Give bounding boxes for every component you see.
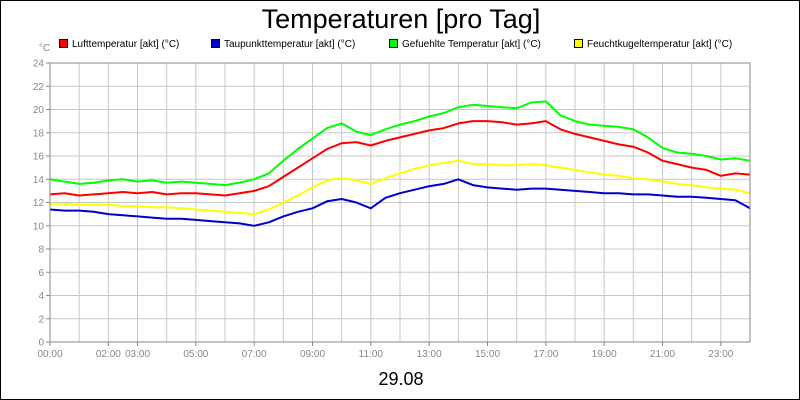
y-tick-label: 24 <box>33 59 45 70</box>
series-line-1 <box>49 178 751 227</box>
y-tick-label: 8 <box>38 245 44 256</box>
x-tick-label: 19:00 <box>592 349 617 360</box>
legend-entry-lufttemperatur: Lufttemperatur [akt] (°C) <box>59 38 180 51</box>
x-tick-label: 15:00 <box>475 349 500 360</box>
y-tick-label: 10 <box>33 221 45 232</box>
y-tick-label: 16 <box>33 152 45 163</box>
legend-entry-feuchtkugeltemperatur: Feuchtkugeltemperatur [akt] (°C) <box>574 38 733 51</box>
series-line-3 <box>50 159 751 216</box>
chart-title: Temperaturen [pro Tag] <box>261 4 541 34</box>
y-tick-label: 6 <box>38 268 44 279</box>
x-tick-label: 13:00 <box>417 349 442 360</box>
x-tick-label: 05:00 <box>183 349 208 360</box>
series-line-2 <box>49 100 751 187</box>
y-axis-unit: °C <box>39 43 51 54</box>
x-tick-label: 23:00 <box>708 349 733 360</box>
legend-label-feuchtkugeltemperatur: Feuchtkugeltemperatur [akt] (°C) <box>587 39 733 50</box>
legend-label-gefuehlte-temperatur: Gefuehlte Temperatur [akt] (°C) <box>402 39 541 50</box>
legend-entry-taupunkttemperatur: Taupunkttemperatur [akt] (°C) <box>211 38 356 51</box>
x-tick-label: 11:00 <box>359 349 384 360</box>
x-tick-label: 03:00 <box>125 349 150 360</box>
x-tick-label: 07:00 <box>242 349 267 360</box>
y-tick-label: 12 <box>33 198 45 209</box>
x-tick-label: 21:00 <box>650 349 675 360</box>
x-tick-label: 00:00 <box>37 349 62 360</box>
y-tick-label: 18 <box>33 128 45 139</box>
legend-entry-gefuehlte-temperatur: Gefuehlte Temperatur [akt] (°C) <box>389 38 541 51</box>
y-tick-label: 14 <box>33 175 45 186</box>
legend-label-taupunkttemperatur: Taupunkttemperatur [akt] (°C) <box>224 39 356 50</box>
y-tick-label: 22 <box>33 82 45 93</box>
series-line-0 <box>49 120 751 197</box>
plot-border <box>49 62 751 343</box>
legend-swatch-gefuehlte-temperatur <box>389 38 398 48</box>
y-tick-label: 20 <box>33 105 45 116</box>
legend-label-lufttemperatur: Lufttemperatur [akt] (°C) <box>72 39 180 50</box>
x-tick-label: 09:00 <box>300 349 325 360</box>
legend-swatch-lufttemperatur <box>59 38 68 48</box>
x-tick-label: 02:00 <box>96 349 121 360</box>
y-tick-label: 4 <box>38 291 44 302</box>
legend-swatch-taupunkttemperatur <box>211 38 220 48</box>
date-label: 29.08 <box>378 369 424 389</box>
y-tick-label: 2 <box>38 314 44 325</box>
x-tick-label: 17:00 <box>533 349 558 360</box>
y-tick-label: 0 <box>38 338 44 349</box>
legend-swatch-feuchtkugeltemperatur <box>574 38 583 48</box>
